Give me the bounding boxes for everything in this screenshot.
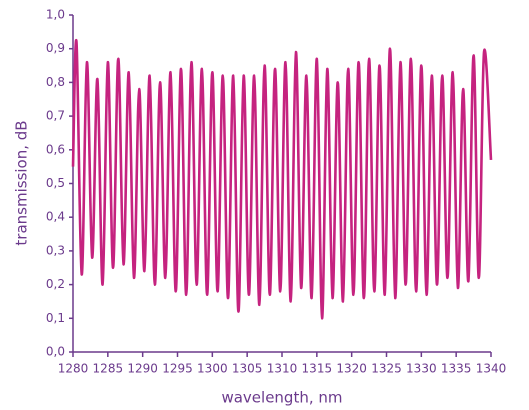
y-axis-label: transmission, dB [13, 120, 31, 245]
y-tick-label: 0,4 [46, 210, 65, 224]
x-tick-label: 1305 [232, 362, 263, 376]
x-tick-label: 1340 [476, 362, 507, 376]
x-tick-label: 1300 [197, 362, 228, 376]
data-line [71, 38, 493, 320]
x-tick-label: 1295 [162, 362, 193, 376]
x-tick-label: 1325 [371, 362, 402, 376]
y-tick-label: 0,8 [46, 75, 65, 89]
x-tick-label: 1285 [93, 362, 124, 376]
y-tick-label: 0,3 [46, 243, 65, 257]
y-tick-label: 0,0 [46, 345, 65, 359]
x-tick-label: 1335 [441, 362, 472, 376]
x-tick-label: 1290 [127, 362, 158, 376]
y-tick-label: 0,7 [46, 109, 65, 123]
y-tick-label: 0,9 [46, 41, 65, 55]
y-tick-label: 0,5 [46, 176, 65, 190]
x-tick-label: 1330 [406, 362, 437, 376]
x-tick-label: 1310 [267, 362, 298, 376]
y-tick-label: 1,0 [46, 8, 65, 22]
y-tick-label: 0,2 [46, 277, 65, 291]
x-tick-label: 1320 [336, 362, 367, 376]
y-tick-label: 0,6 [46, 142, 65, 156]
x-tick-label: 1280 [58, 362, 89, 376]
y-tick-label: 0,1 [46, 311, 65, 325]
x-tick-label: 1315 [302, 362, 333, 376]
x-axis-label: wavelength, nm [221, 389, 342, 407]
